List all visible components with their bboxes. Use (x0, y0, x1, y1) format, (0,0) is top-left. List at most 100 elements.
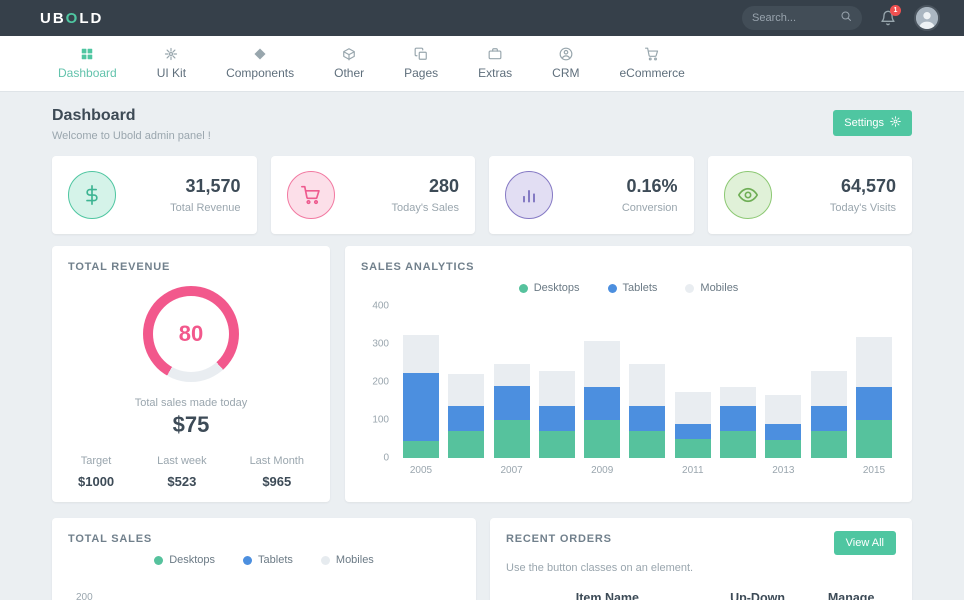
bar-segment-desktops (629, 431, 666, 458)
bar-2010 (629, 363, 666, 458)
orders-column-manage: Manage (827, 591, 875, 600)
menu-item-pages[interactable]: Pages (384, 47, 458, 80)
bar-segment-tablets (674, 423, 711, 439)
recent-orders-title: Recent Orders (506, 533, 612, 545)
revenue-amount: $75 (172, 412, 210, 437)
bar-2015 (855, 337, 892, 458)
app-logo[interactable]: UBOLD (40, 9, 104, 27)
menu-item-extras[interactable]: Extras (458, 47, 532, 80)
charts-row: Total Revenue 80 Total sales made today … (52, 246, 912, 502)
x-tick-label: 2007 (500, 465, 523, 476)
search-icon[interactable] (840, 9, 852, 27)
stat-value: 0.16% (626, 176, 678, 196)
bar-segment-mobiles (765, 395, 802, 424)
bar-segment-desktops (584, 420, 621, 458)
bar-2009 (584, 340, 621, 458)
bar-2005 (403, 334, 439, 458)
sales-analytics-legend: Desktops Tablets Mobiles (361, 282, 896, 294)
menu-item-components[interactable]: Components (206, 47, 314, 80)
bar-2014 (810, 370, 847, 458)
user-circle-icon (559, 47, 573, 61)
gear-icon (890, 116, 901, 130)
total-revenue-card: Total Revenue 80 Total sales made today … (52, 246, 330, 502)
stat-value: 280 (428, 176, 459, 196)
bar-segment-tablets (629, 405, 666, 432)
legend-item-tablets[interactable]: Tablets (243, 554, 293, 566)
bar-segment-tablets (538, 405, 575, 432)
bar-2011 (674, 391, 711, 458)
notification-badge: 1 (890, 5, 901, 16)
menu-item-ui-kit[interactable]: UI Kit (137, 47, 206, 80)
stat-card-today-s-sales: 280 Today's Sales (270, 156, 475, 234)
x-tick-label: 2009 (591, 465, 614, 476)
total-sales-title: Total Sales (68, 533, 152, 545)
settings-button[interactable]: Settings (833, 110, 912, 136)
bar-segment-mobiles (629, 363, 666, 406)
x-tick-label (629, 465, 665, 476)
bar-segment-desktops (538, 431, 575, 458)
bell-icon (880, 10, 896, 26)
x-tick-label (448, 465, 484, 476)
legend-item-mobiles[interactable]: Mobiles (685, 282, 738, 294)
bar-segment-mobiles (674, 391, 711, 424)
cart-icon (286, 171, 335, 219)
menu-item-other[interactable]: Other (314, 47, 384, 80)
revenue-metrics: Target $1000 Last week $523 Last Month $965 (68, 455, 314, 489)
orders-column-item-name: Item Name (575, 591, 640, 600)
menu-item-label: Other (334, 66, 365, 80)
stat-card-today-s-visits: 64,570 Today's Visits (707, 156, 912, 234)
bar-segment-mobiles (855, 337, 892, 387)
briefcase-icon (488, 47, 502, 61)
page-subtitle: Welcome to Ubold admin panel ! (52, 130, 211, 142)
menu-item-label: Dashboard (58, 66, 117, 80)
y-tick-label: 300 (372, 338, 389, 350)
x-axis-labels: 2005 2007 2009 2011 2013 2015 (399, 465, 896, 476)
topbar-right: 1 (742, 5, 940, 31)
y-axis: 0 100 200 300 400 (361, 301, 399, 464)
legend-dot-icon (685, 283, 695, 293)
bar-2012 (720, 387, 757, 458)
logo-accent-o: O (65, 9, 80, 27)
menu-item-ecommerce[interactable]: eCommerce (600, 47, 705, 80)
menu-item-dashboard[interactable]: Dashboard (38, 47, 137, 80)
bar-segment-tablets (810, 405, 847, 432)
legend-item-desktops[interactable]: Desktops (154, 554, 215, 566)
bar-chart-icon (505, 171, 553, 219)
x-tick-label: 2015 (862, 465, 886, 476)
bar-2007 (493, 363, 530, 458)
menu-item-crm[interactable]: CRM (532, 47, 599, 80)
box-icon (342, 47, 356, 61)
menu-item-label: Components (226, 66, 295, 80)
bar-2013 (765, 395, 802, 458)
bar-segment-tablets (448, 405, 485, 432)
y-tick-label: 400 (372, 300, 389, 312)
bar-2006 (448, 374, 485, 458)
main-menu: Dashboard UI Kit Components Other Pages Extra… (0, 36, 964, 92)
sales-analytics-title: Sales Analytics (361, 261, 475, 273)
legend-item-tablets[interactable]: Tablets (607, 282, 657, 294)
total-sales-card: Total Sales Desktops Tablets Mobiles 200 (52, 518, 476, 600)
search-input[interactable] (752, 12, 840, 24)
bar-segment-desktops (403, 440, 439, 458)
view-all-button[interactable]: View All (833, 531, 896, 555)
bar-segment-mobiles (493, 363, 530, 386)
revenue-donut-chart: 80 (143, 286, 239, 382)
bar-segment-tablets (855, 386, 892, 420)
legend-item-desktops[interactable]: Desktops (518, 282, 580, 294)
bar-segment-desktops (765, 439, 802, 458)
legend-item-mobiles[interactable]: Mobiles (320, 554, 374, 566)
user-avatar[interactable] (914, 5, 940, 31)
menu-item-label: CRM (552, 66, 580, 80)
diamond-icon (253, 47, 267, 61)
revenue-caption: Total sales made today (134, 397, 248, 409)
bar-segment-tablets (403, 372, 439, 441)
flower-icon (164, 47, 178, 61)
bar-segment-tablets (720, 405, 757, 432)
x-tick-label (811, 465, 847, 476)
page-title: Dashboard (52, 107, 136, 124)
total-revenue-title: Total Revenue (68, 261, 171, 273)
legend-dot-icon (607, 283, 617, 293)
menu-item-label: Pages (404, 66, 439, 80)
dollar-icon (68, 171, 116, 219)
notifications-button[interactable]: 1 (880, 5, 901, 26)
